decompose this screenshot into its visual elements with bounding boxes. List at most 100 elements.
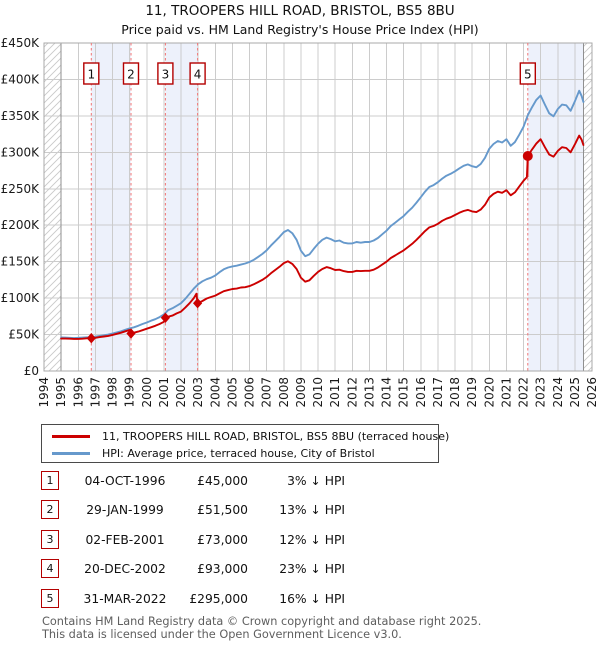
x-axis-tick-label: 2016 [414, 377, 428, 408]
x-axis-tick-label: 2019 [465, 377, 479, 408]
transaction-price: £93,000 [197, 562, 248, 576]
transaction-number-label: 3 [162, 68, 170, 82]
sale-point-marker [126, 328, 136, 339]
ownership-band [91, 43, 131, 371]
transaction-number-badge: 4 [41, 559, 59, 578]
transactions-table: 1 04-OCT-1996 £45,000 3% ↓ HPI 2 29-JAN-… [41, 470, 571, 615]
x-axis-tick-label: 2002 [174, 377, 188, 408]
x-axis-tick-label: 2024 [551, 377, 565, 408]
x-axis-tick-label: 2009 [294, 377, 308, 408]
y-axis-tick-label: £100K [1, 291, 41, 305]
y-axis-tick-label: £0 [24, 364, 39, 378]
hpi-line [60, 89, 585, 340]
page-title: 11, TROOPERS HILL ROAD, BRISTOL, BS5 8BU [145, 3, 455, 19]
sale-point-marker [160, 312, 170, 323]
x-axis-tick-label: 2018 [448, 377, 462, 408]
transaction-vs-hpi: 3% ↓ HPI [287, 474, 345, 488]
transaction-price: £51,500 [197, 503, 248, 517]
y-axis-tick-label: £50K [8, 328, 40, 342]
x-axis-tick-label: 2005 [225, 377, 239, 408]
transaction-price: £295,000 [189, 591, 248, 606]
x-axis-tick-label: 1999 [123, 377, 137, 408]
transaction-number-label: 1 [87, 68, 95, 82]
x-axis-tick-label: 2010 [311, 377, 325, 408]
x-axis-tick-label: 2003 [191, 377, 205, 408]
transaction-number-box [189, 62, 206, 85]
transaction-number-badge: 1 [41, 471, 59, 490]
transaction-number-badge: 5 [41, 588, 59, 608]
transaction-date: 02-FEB-2001 [85, 532, 165, 547]
x-axis-tick-label: 1997 [88, 377, 102, 408]
transaction-date: 04-OCT-1996 [84, 474, 166, 488]
transaction-number-box [83, 62, 100, 85]
x-axis-tick-label: 2001 [157, 377, 171, 408]
property-line-swatch [52, 435, 90, 438]
transaction-row: 1 04-OCT-1996 £45,000 3% ↓ HPI [41, 471, 571, 491]
x-axis-tick-label: 2013 [362, 377, 376, 408]
x-axis-tick-label: 2007 [260, 377, 274, 408]
legend-label-hpi: HPI: Average price, terraced house, City… [102, 447, 375, 460]
ownership-band [527, 43, 584, 371]
transaction-row: 2 29-JAN-1999 £51,500 13% ↓ HPI [41, 500, 571, 520]
x-axis-tick-label: 2000 [140, 377, 154, 408]
transaction-date: 31-MAR-2022 [83, 591, 167, 606]
no-data-hatch [44, 43, 62, 371]
transaction-row: 5 31-MAR-2022 £295,000 16% ↓ HPI [41, 588, 571, 609]
license-footer-line1: Contains HM Land Registry data © Crown c… [42, 615, 482, 628]
y-axis-tick-label: £350K [1, 109, 41, 123]
property-price-line [60, 134, 585, 340]
x-axis-tick-label: 2021 [499, 377, 513, 408]
x-axis-tick-label: 2008 [277, 377, 291, 408]
transaction-vs-hpi: 13% ↓ HPI [279, 503, 345, 517]
transaction-vs-hpi: 16% ↓ HPI [279, 591, 345, 606]
transaction-vs-hpi: 12% ↓ HPI [279, 532, 345, 547]
x-axis-tick-label: 1998 [106, 377, 120, 408]
page-subtitle: Price paid vs. HM Land Registry's House … [121, 22, 479, 37]
y-axis-tick-label: £400K [1, 72, 41, 86]
x-axis-tick-label: 2020 [482, 377, 496, 408]
transaction-row: 3 02-FEB-2001 £73,000 12% ↓ HPI [41, 529, 571, 550]
transaction-number-box [122, 62, 140, 85]
chart-legend: 11, TROOPERS HILL ROAD, BRISTOL, BS5 8BU… [41, 424, 449, 463]
x-axis-tick-label: 2022 [517, 377, 531, 408]
transaction-date: 29-JAN-1999 [86, 503, 164, 517]
legend-row-hpi: HPI: Average price, terraced house, City… [50, 445, 438, 462]
transaction-price: £45,000 [197, 474, 248, 488]
sale-point-marker [86, 333, 96, 344]
x-axis-tick-label: 2026 [585, 377, 599, 408]
transaction-number-badge: 3 [41, 529, 59, 549]
transaction-number-label: 4 [194, 68, 202, 82]
transaction-number-label: 2 [127, 68, 135, 82]
x-axis-tick-label: 2014 [380, 377, 394, 408]
x-axis-tick-label: 1996 [71, 377, 85, 408]
x-axis-tick-label: 2012 [345, 377, 359, 408]
x-axis-tick-label: 2011 [328, 377, 342, 408]
transaction-number-label: 5 [524, 68, 532, 82]
x-axis-tick-label: 1994 [37, 377, 51, 408]
legend-row-property: 11, TROOPERS HILL ROAD, BRISTOL, BS5 8BU… [50, 428, 449, 445]
no-data-hatch [583, 43, 592, 371]
x-axis-tick-label: 1995 [54, 377, 68, 408]
y-axis-tick-label: £250K [1, 182, 41, 196]
transaction-price: £73,000 [197, 532, 248, 547]
x-axis-tick-label: 2006 [243, 377, 257, 408]
sale-point-marker [522, 151, 533, 161]
transaction-number-badge: 2 [41, 500, 59, 519]
y-axis-tick-label: £450K [1, 36, 41, 50]
price-history-chart: 1 2 3 4 5 £0 £50K £100K £150K £200K £250K £300K £350… [1, 36, 599, 408]
y-axis-tick-label: £200K [1, 218, 41, 232]
transaction-row: 4 20-DEC-2002 £93,000 23% ↓ HPI [41, 559, 571, 579]
transaction-date: 20-DEC-2002 [84, 562, 166, 576]
transaction-number-box [157, 62, 174, 85]
x-axis-tick-label: 2004 [208, 377, 222, 408]
transaction-number-box [519, 62, 536, 85]
hpi-line-swatch [52, 452, 90, 455]
x-axis-tick-label: 2015 [397, 377, 411, 408]
x-axis-tick-label: 2025 [568, 377, 582, 408]
x-axis-tick-label: 2023 [534, 377, 548, 408]
legend-label-property: 11, TROOPERS HILL ROAD, BRISTOL, BS5 8BU… [102, 430, 450, 443]
y-axis-tick-label: £300K [1, 145, 41, 159]
x-axis-tick-label: 2017 [431, 377, 445, 408]
y-axis-tick-label: £150K [1, 255, 41, 269]
